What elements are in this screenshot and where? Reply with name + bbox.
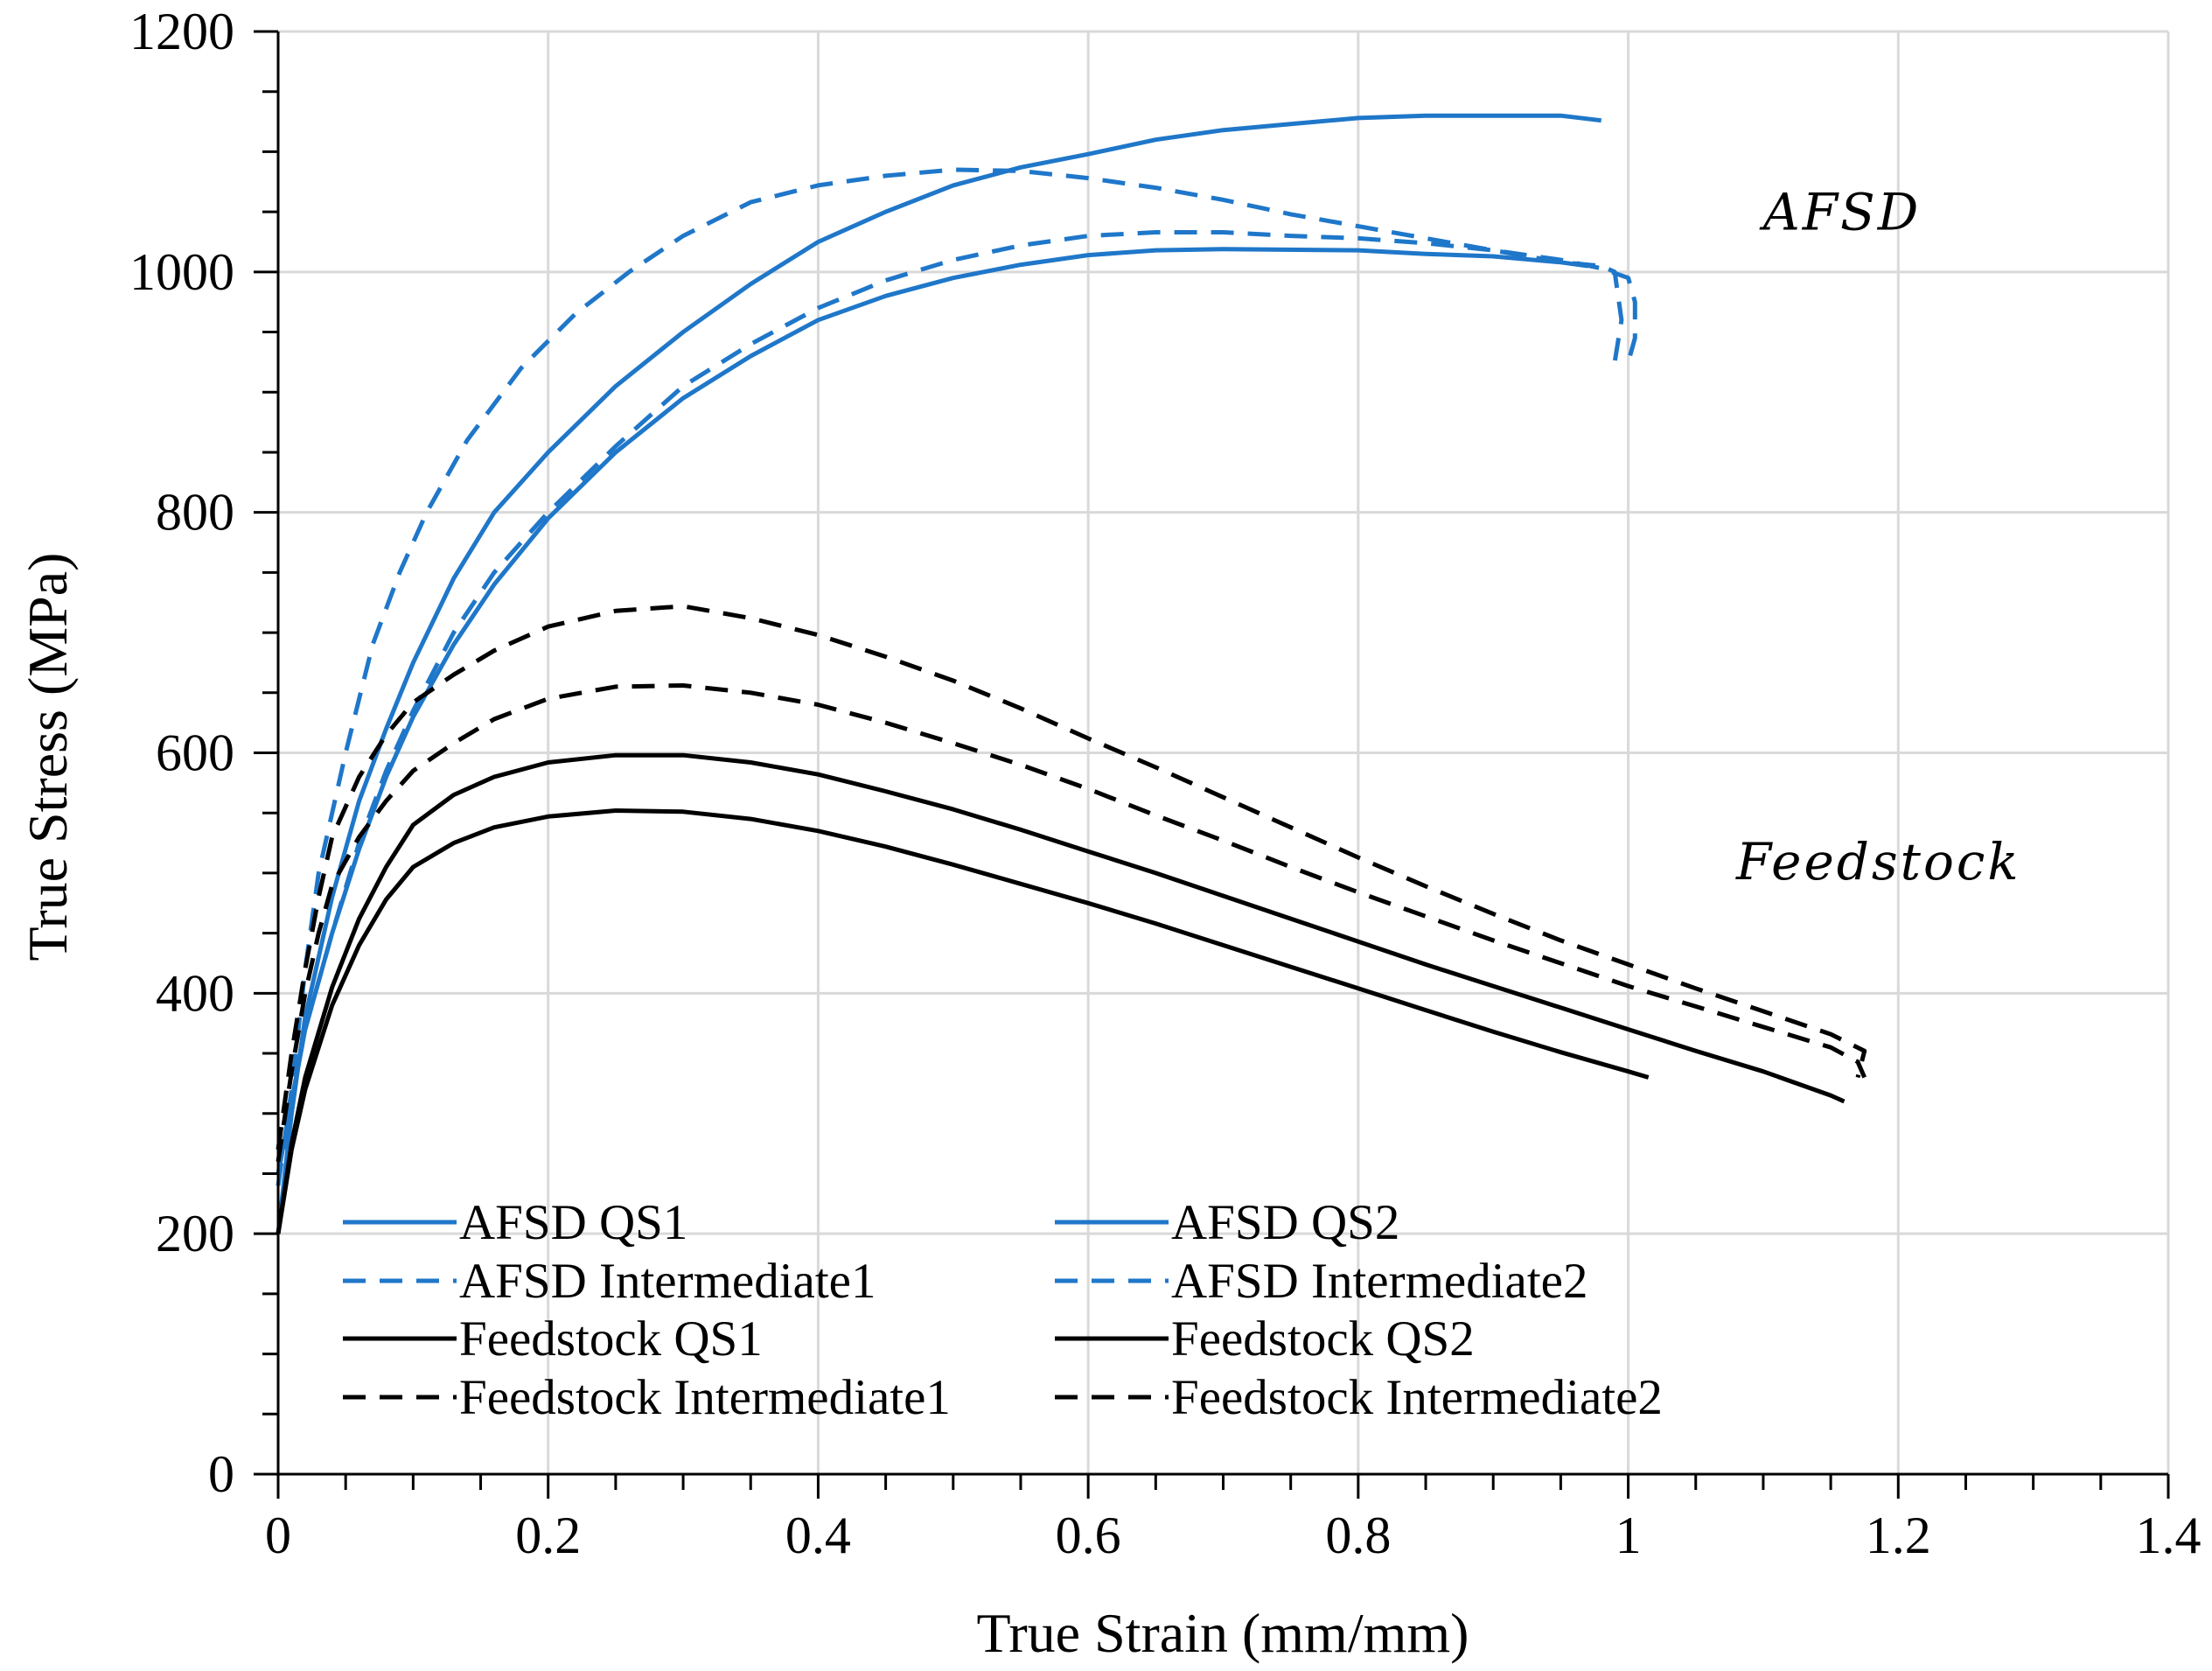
data-series — [276, 113, 1867, 1234]
x-axis-title: True Strain (mm/mm) — [977, 1602, 1469, 1664]
annotation-feedstock: Feedstock — [1735, 832, 2020, 891]
series-line-feedstock-qs1 — [276, 808, 1650, 1234]
series-line-afsd-qs1 — [276, 113, 1601, 1234]
legend: AFSD QS1 AFSD QS2 AFSD Intermediate1 AFSD I… — [343, 1195, 1663, 1425]
x-tick-label: 1.2 — [1866, 1507, 1931, 1564]
y-tick-label: 600 — [156, 724, 234, 782]
legend-label: Feedstock Intermediate2 — [1171, 1370, 1663, 1425]
x-tick-label: 0.4 — [785, 1507, 851, 1564]
x-tick-label: 1.4 — [2136, 1507, 2202, 1564]
series-line-feedstock-intermediate2 — [276, 683, 1867, 1163]
series-line-feedstock-qs2 — [276, 752, 1846, 1234]
legend-label: AFSD QS1 — [459, 1195, 687, 1250]
y-tick-label: 200 — [156, 1205, 234, 1262]
legend-label: Feedstock QS1 — [459, 1311, 763, 1367]
y-tick-label: 0 — [208, 1445, 234, 1503]
tick-labels: 0 0.2 0.4 0.6 0.8 1 1.2 1.4 0 200 400 600 800 1000 120… — [129, 3, 2202, 1564]
x-tick-label: 0.8 — [1325, 1507, 1391, 1564]
legend-label: AFSD Intermediate1 — [459, 1254, 876, 1309]
legend-label: Feedstock Intermediate1 — [459, 1370, 951, 1425]
x-tick-label: 1 — [1615, 1507, 1642, 1564]
y-tick-label: 800 — [156, 484, 234, 542]
grid-lines — [278, 30, 2170, 1474]
x-tick-label: 0.6 — [1056, 1507, 1121, 1564]
y-tick-label: 400 — [156, 964, 234, 1022]
y-axis-title: True Stress (MPa) — [17, 553, 79, 961]
tick-marks — [254, 30, 2170, 1499]
y-tick-label: 1200 — [129, 3, 234, 60]
series-line-afsd-intermediate2 — [276, 230, 1637, 1174]
legend-label: AFSD QS2 — [1171, 1195, 1399, 1250]
annotation-afsd: AFSD — [1759, 183, 1921, 242]
y-tick-label: 1000 — [129, 243, 234, 301]
x-tick-label: 0 — [265, 1507, 291, 1564]
x-tick-label: 0.2 — [515, 1507, 581, 1564]
series-line-afsd-qs2 — [276, 247, 1588, 1174]
legend-label: Feedstock QS2 — [1171, 1311, 1475, 1367]
series-line-feedstock-intermediate1 — [276, 604, 1867, 1150]
legend-label: AFSD Intermediate2 — [1171, 1254, 1587, 1309]
